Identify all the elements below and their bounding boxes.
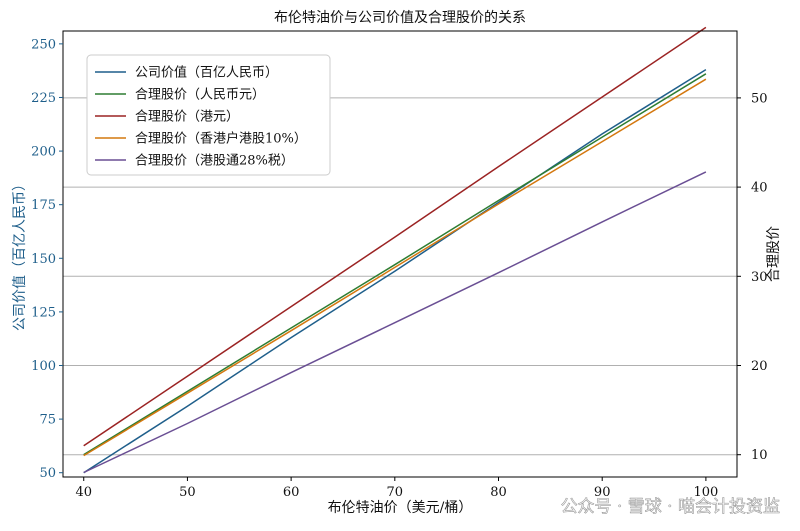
x-axis-label: 布伦特油价（美元/桶）	[328, 500, 473, 516]
legend-box	[86, 54, 331, 176]
legend: 公司价值（百亿人民币） 合理股价（人民币元） 合理股价（港元） 合理股价（香港户港股1…	[86, 54, 331, 176]
y-axis-right: 10 20 30 40 50	[737, 91, 768, 463]
y-axis-left: 50 75 100 125 150 175 200 225 250	[31, 37, 63, 481]
y-axis-left-label: 公司价值（百亿人民币）	[12, 177, 28, 331]
x-tick-label: 50	[179, 485, 196, 500]
y-left-tick-label: 225	[31, 91, 56, 106]
plot-frame	[62, 30, 738, 478]
x-tick-label: 90	[594, 485, 611, 500]
watermark: 公众号 · 雪球 · 喵会计投资监	[561, 497, 780, 517]
legend-label-5: 合理股价（港股通28%税）	[135, 154, 294, 169]
chart-title: 布伦特油价与公司价值及合理股价的关系	[274, 10, 526, 26]
series-layer	[83, 26, 707, 474]
y-right-tick-label: 40	[751, 181, 768, 196]
y-left-tick-label: 125	[31, 305, 56, 320]
y-left-tick-label: 175	[31, 198, 56, 213]
x-axis: 40 50 60 70 80 90 100	[75, 477, 718, 500]
y-left-tick-label: 100	[31, 359, 56, 374]
x-tick-label: 40	[75, 485, 92, 500]
y-left-tick-label: 75	[39, 413, 56, 428]
y-axis-right-label: 合理股价	[766, 226, 782, 282]
y-left-tick-label: 250	[31, 37, 56, 52]
x-tick-label: 100	[693, 485, 718, 500]
legend-label-2: 合理股价（人民币元）	[135, 88, 265, 103]
series-line-1	[83, 68, 707, 474]
y-right-tick-label: 20	[751, 359, 768, 374]
y-right-tick-label: 10	[751, 448, 768, 463]
y-left-tick-label: 200	[31, 145, 56, 160]
legend-label-1: 公司价值（百亿人民币）	[135, 65, 278, 81]
y-right-tick-label: 30	[751, 270, 768, 285]
series-line-2	[83, 73, 707, 456]
legend-label-4: 合理股价（香港户港股10%）	[135, 131, 307, 147]
legend-items: 公司价值（百亿人民币） 合理股价（人民币元） 合理股价（港元） 合理股价（香港户港股1…	[95, 65, 307, 169]
y-right-tick-label: 50	[751, 91, 768, 106]
legend-label-3: 合理股价（港元）	[135, 110, 239, 125]
x-tick-label: 70	[387, 485, 404, 500]
x-tick-label: 80	[490, 485, 507, 500]
x-tick-label: 60	[283, 485, 300, 500]
y-left-tick-label: 50	[39, 466, 56, 481]
series-line-5	[83, 171, 707, 474]
y-left-tick-label: 150	[31, 252, 56, 267]
series-line-4	[83, 78, 707, 457]
series-line-3	[83, 26, 707, 447]
